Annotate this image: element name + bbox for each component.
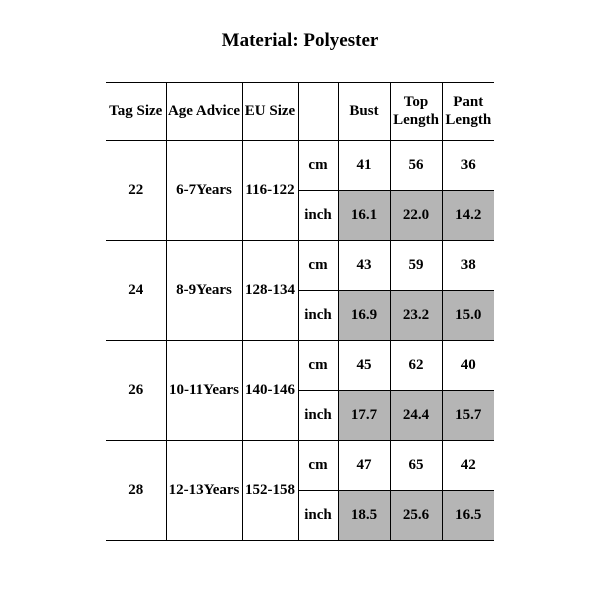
cell-pant-cm: 36 [442,141,494,191]
cell-top-inch: 23.2 [390,291,442,341]
cell-bust-cm: 43 [338,241,390,291]
size-chart-page: Material: Polyester Tag Size Age Advice … [0,0,600,600]
cell-top-cm: 56 [390,141,442,191]
cell-top-cm: 62 [390,341,442,391]
col-age-advice: Age Advice [166,83,242,141]
cell-top-inch: 25.6 [390,491,442,541]
cell-bust-inch: 16.1 [338,191,390,241]
cell-top-inch: 22.0 [390,191,442,241]
cell-unit-inch: inch [298,291,338,341]
cell-pant-cm: 38 [442,241,494,291]
cell-eu: 140-146 [242,341,298,441]
cell-tag: 28 [106,441,166,541]
cell-age: 8-9Years [166,241,242,341]
cell-pant-inch: 15.7 [442,391,494,441]
cell-age: 6-7Years [166,141,242,241]
col-tag-size: Tag Size [106,83,166,141]
cell-tag: 24 [106,241,166,341]
col-eu-size: EU Size [242,83,298,141]
cell-pant-inch: 15.0 [442,291,494,341]
cell-bust-cm: 45 [338,341,390,391]
table-row: 26 10-11Years 140-146 cm 45 62 40 [106,341,494,391]
cell-unit-cm: cm [298,241,338,291]
cell-unit-inch: inch [298,191,338,241]
table-row: 28 12-13Years 152-158 cm 47 65 42 [106,441,494,491]
size-table: Tag Size Age Advice EU Size Bust Top Len… [106,82,494,541]
cell-top-cm: 59 [390,241,442,291]
page-title: Material: Polyester [0,30,600,52]
col-pant-length: Pant Length [442,83,494,141]
cell-unit-cm: cm [298,141,338,191]
cell-pant-cm: 40 [442,341,494,391]
cell-unit-cm: cm [298,341,338,391]
cell-unit-cm: cm [298,441,338,491]
cell-bust-inch: 16.9 [338,291,390,341]
cell-unit-inch: inch [298,391,338,441]
cell-eu: 128-134 [242,241,298,341]
cell-unit-inch: inch [298,491,338,541]
cell-bust-cm: 41 [338,141,390,191]
cell-tag: 26 [106,341,166,441]
cell-tag: 22 [106,141,166,241]
table-row: 22 6-7Years 116-122 cm 41 56 36 [106,141,494,191]
cell-eu: 116-122 [242,141,298,241]
col-bust: Bust [338,83,390,141]
cell-bust-cm: 47 [338,441,390,491]
cell-bust-inch: 17.7 [338,391,390,441]
table-header-row: Tag Size Age Advice EU Size Bust Top Len… [106,83,494,141]
cell-top-cm: 65 [390,441,442,491]
cell-top-inch: 24.4 [390,391,442,441]
col-unit [298,83,338,141]
table-row: 24 8-9Years 128-134 cm 43 59 38 [106,241,494,291]
cell-pant-cm: 42 [442,441,494,491]
col-top-length: Top Length [390,83,442,141]
cell-pant-inch: 16.5 [442,491,494,541]
cell-bust-inch: 18.5 [338,491,390,541]
cell-eu: 152-158 [242,441,298,541]
cell-age: 12-13Years [166,441,242,541]
cell-pant-inch: 14.2 [442,191,494,241]
cell-age: 10-11Years [166,341,242,441]
